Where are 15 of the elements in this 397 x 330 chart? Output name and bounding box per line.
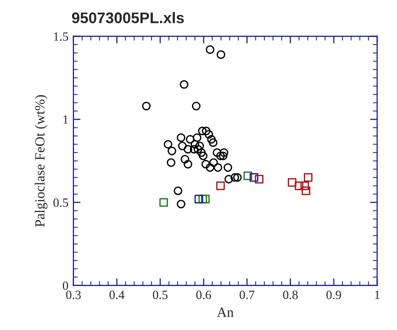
x-tick-label: 0.4 xyxy=(109,290,124,300)
x-tick-label: 0.6 xyxy=(196,290,212,300)
x-tick-label: 0.3 xyxy=(66,290,81,300)
x-tick-label: 0.5 xyxy=(152,290,168,300)
x-tick-label: 1 xyxy=(375,290,380,299)
y-tick-label: 1 xyxy=(63,115,68,124)
x-tick-label: 0.8 xyxy=(283,290,298,300)
chart-title: 95073005PL.xls xyxy=(72,12,184,24)
y-tick-label: 0 xyxy=(62,281,68,290)
y-axis-title: Palgioclase FeOt (wt%) xyxy=(34,95,48,227)
x-tick-label: 0.7 xyxy=(240,290,254,300)
x-tick-label: 0.9 xyxy=(326,290,342,300)
y-tick-label: 1.5 xyxy=(54,32,68,41)
x-axis-title: An xyxy=(216,308,234,317)
y-tick-label: 0.5 xyxy=(53,198,68,207)
